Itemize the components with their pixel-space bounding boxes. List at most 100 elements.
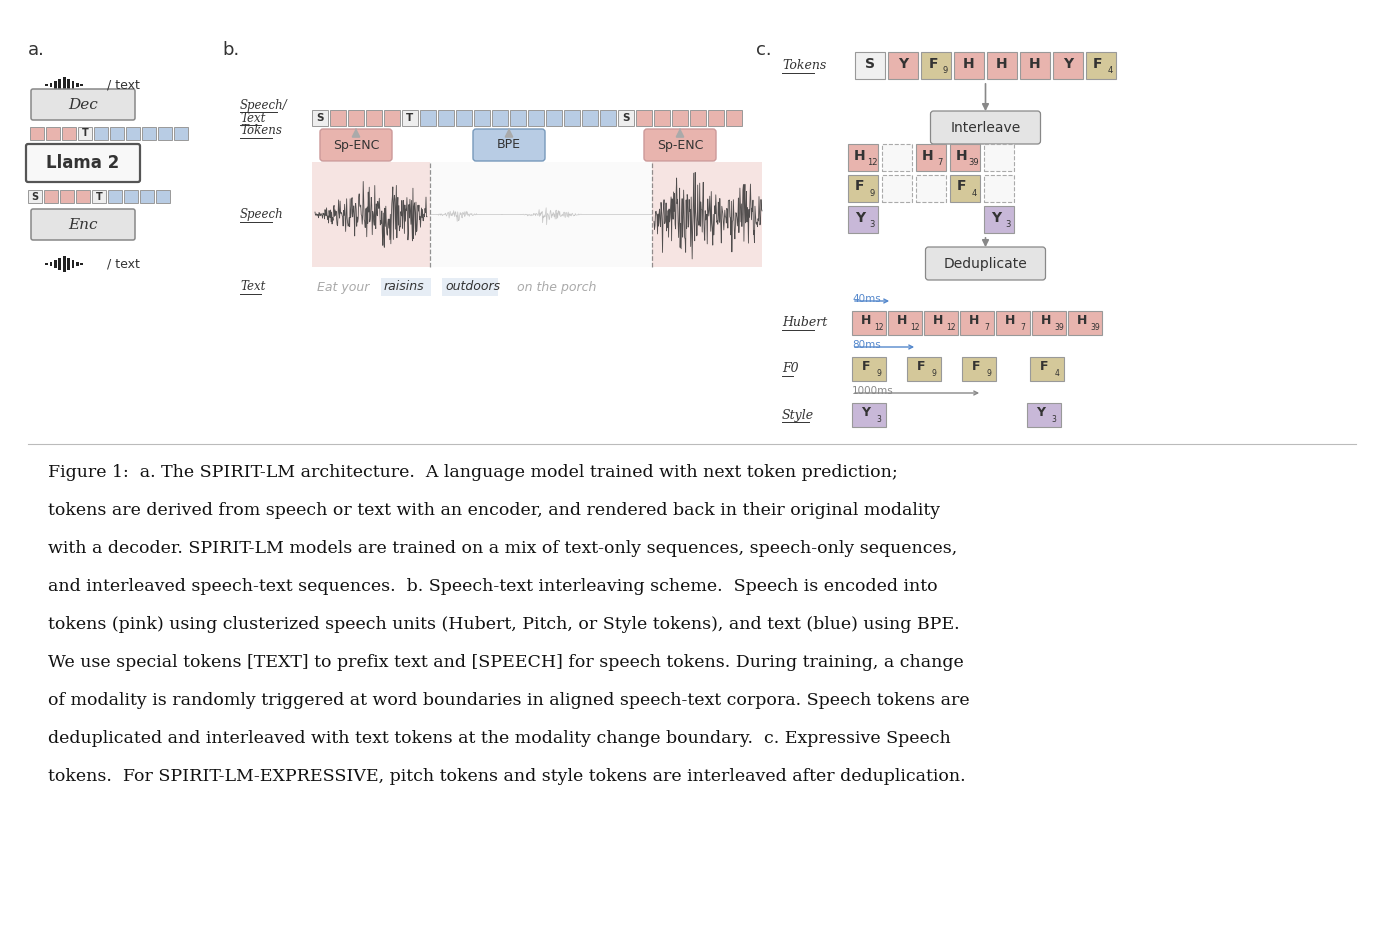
Bar — [68, 258, 71, 271]
Text: and interleaved speech-text sequences.  b. Speech-text interleaving scheme.  Spe: and interleaved speech-text sequences. b… — [48, 578, 937, 595]
Bar — [853, 403, 886, 427]
Bar — [158, 127, 172, 140]
Text: H: H — [897, 314, 907, 328]
Text: 9: 9 — [869, 189, 875, 198]
Text: We use special tokens [TEXT] to prefix text and [SPEECH] for speech tokens. Duri: We use special tokens [TEXT] to prefix t… — [48, 654, 963, 671]
Bar — [419, 110, 436, 126]
Bar — [80, 263, 83, 265]
Bar — [1030, 357, 1064, 381]
Bar — [347, 110, 364, 126]
Bar — [143, 127, 156, 140]
Bar — [108, 190, 122, 203]
Text: 4: 4 — [972, 189, 977, 198]
FancyBboxPatch shape — [644, 129, 716, 161]
Text: H: H — [854, 149, 866, 163]
Text: F: F — [862, 360, 871, 373]
Bar — [984, 206, 1014, 233]
Bar — [652, 162, 763, 267]
Bar — [62, 256, 65, 272]
Bar — [58, 258, 61, 271]
Text: 40ms: 40ms — [853, 294, 880, 304]
Text: Speech: Speech — [239, 208, 284, 221]
Text: H: H — [996, 56, 1008, 70]
Bar — [954, 52, 984, 79]
Bar — [60, 190, 73, 203]
Bar — [1020, 52, 1050, 79]
Text: Text: Text — [239, 111, 266, 124]
Bar — [907, 357, 941, 381]
Bar — [46, 127, 60, 140]
Bar — [140, 190, 154, 203]
Text: b.: b. — [221, 41, 239, 59]
Bar — [76, 190, 90, 203]
Text: Tokens: Tokens — [782, 59, 826, 72]
Text: BPE: BPE — [497, 139, 520, 152]
Text: on the porch: on the porch — [518, 281, 597, 294]
Text: S: S — [623, 113, 630, 123]
Text: deduplicated and interleaved with text tokens at the modality change boundary.  : deduplicated and interleaved with text t… — [48, 730, 951, 747]
Text: 7: 7 — [1021, 323, 1026, 331]
Text: 3: 3 — [1052, 415, 1056, 423]
Bar — [848, 175, 877, 202]
Bar — [709, 110, 724, 126]
Text: a.: a. — [28, 41, 44, 59]
Text: F: F — [855, 180, 865, 194]
Text: T: T — [95, 192, 102, 201]
Bar — [78, 127, 91, 140]
Text: Y: Y — [1063, 56, 1073, 70]
FancyBboxPatch shape — [930, 111, 1041, 144]
Text: 3: 3 — [1005, 220, 1010, 229]
Text: of modality is randomly triggered at word boundaries in aligned speech-text corp: of modality is randomly triggered at wor… — [48, 692, 970, 709]
Text: Sp-ENC: Sp-ENC — [657, 139, 703, 152]
Bar — [848, 144, 877, 171]
Text: Enc: Enc — [68, 218, 98, 232]
Text: 4: 4 — [1107, 66, 1113, 75]
Text: 9: 9 — [987, 369, 992, 377]
Text: Text: Text — [239, 281, 266, 294]
Bar — [62, 127, 76, 140]
Text: H: H — [922, 149, 934, 163]
Bar — [437, 110, 454, 126]
Bar — [691, 110, 706, 126]
Text: H: H — [969, 314, 980, 328]
Bar — [960, 311, 994, 335]
Text: 12: 12 — [947, 323, 956, 331]
Text: H: H — [933, 314, 943, 328]
Bar — [655, 110, 670, 126]
Text: Sp-ENC: Sp-ENC — [332, 139, 379, 152]
Bar — [46, 84, 48, 86]
Bar — [1053, 52, 1084, 79]
Text: 12: 12 — [866, 158, 877, 167]
Bar — [365, 110, 382, 126]
Bar — [441, 278, 498, 296]
Bar — [76, 262, 79, 266]
Bar — [50, 82, 53, 87]
Text: Deduplicate: Deduplicate — [944, 257, 1027, 271]
Bar — [58, 79, 61, 91]
Bar — [916, 144, 947, 171]
Text: 39: 39 — [1055, 323, 1064, 331]
Bar — [962, 357, 996, 381]
Bar — [72, 260, 75, 268]
Text: Y: Y — [861, 406, 871, 419]
Bar — [727, 110, 742, 126]
Bar — [91, 190, 107, 203]
Bar — [1032, 311, 1066, 335]
Bar — [125, 190, 138, 203]
Bar — [383, 110, 400, 126]
Text: H: H — [861, 314, 871, 328]
Bar — [54, 260, 57, 268]
Text: Style: Style — [782, 408, 814, 421]
Bar — [76, 82, 79, 87]
Text: raisins: raisins — [383, 281, 425, 294]
Text: F: F — [1039, 360, 1048, 373]
Bar — [637, 110, 652, 126]
Text: with a decoder. SPIRIT-LM models are trained on a mix of text-only sequences, sp: with a decoder. SPIRIT-LM models are tra… — [48, 540, 958, 557]
Bar — [109, 127, 125, 140]
Text: H: H — [1005, 314, 1016, 328]
Bar — [311, 110, 328, 126]
Text: 9: 9 — [931, 369, 937, 377]
Bar — [1068, 311, 1102, 335]
Bar — [949, 175, 980, 202]
Bar — [62, 77, 65, 94]
